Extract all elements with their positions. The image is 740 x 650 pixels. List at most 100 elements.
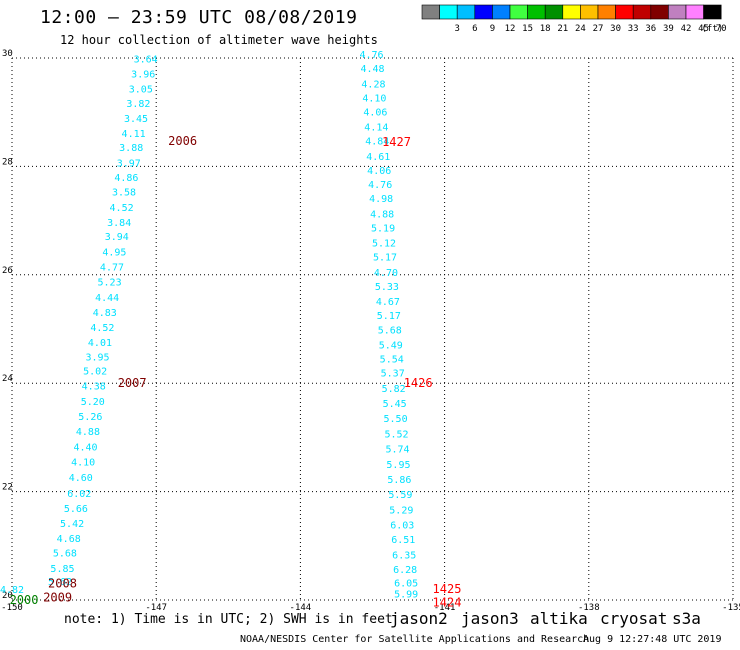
wave-height-point: 5.29 [389, 505, 413, 516]
x-tick-label: -147 [145, 603, 167, 613]
wave-height-point: 3.95 [86, 352, 110, 363]
wave-height-point: 6.51 [391, 535, 415, 546]
wave-height-point: 5.68 [378, 325, 402, 336]
satellite-s3a: s3a [672, 609, 701, 628]
legend-tick-label: 18 [540, 24, 551, 34]
wave-height-point: 4.11 [122, 129, 146, 140]
wave-height-point: 5.62 [48, 577, 72, 588]
wave-height-point: 5.99 [394, 589, 418, 600]
legend-tick-label: 15 [522, 24, 533, 34]
wave-height-point: 6.02 [67, 489, 91, 500]
wave-height-point: 6.28 [393, 565, 417, 576]
wave-height-point: 5.23 [98, 278, 122, 289]
wave-height-point: 4.84 [365, 137, 389, 148]
chart-title: 12:00 – 23:59 UTC 08/08/2019 [40, 7, 358, 28]
y-tick-label: 20 [2, 591, 13, 601]
wave-height-point: 6.35 [392, 550, 416, 561]
wave-height-point: 5.66 [64, 504, 88, 515]
pass-time-label: 2008 [48, 577, 77, 591]
generated-timestamp: Aug 9 12:27:48 UTC 2019 [583, 634, 722, 645]
track-east: 5.996.05 6.28 6.35 6.51 6.03 5.29 5.59 5.86 5.95… [359, 50, 418, 600]
wave-height-point: 5.59 [388, 490, 412, 501]
wave-height-point: 3.82 [126, 99, 150, 110]
x-tick-label: -135 [722, 603, 740, 613]
pass-time-label: 2000 [10, 593, 39, 607]
y-tick-label: 30 [2, 49, 13, 59]
legend-tick-label: 36 [645, 24, 656, 34]
wave-height-point: 3.05 [129, 85, 153, 96]
legend-tick-label: 30 [610, 24, 621, 34]
legend-tick-label: 12 [505, 24, 516, 34]
wave-height-point: 3.64 [134, 54, 158, 65]
wave-height-point: 4.06 [363, 107, 387, 118]
wave-height-point: 4.88 [370, 209, 394, 220]
wave-height-point: 4.40 [73, 442, 97, 453]
wave-height-point: 3.45 [124, 114, 148, 125]
wave-height-point: 5.37 [381, 369, 405, 380]
wave-height-point: 5.19 [371, 223, 395, 234]
legend-tick-label: 6 [472, 24, 477, 34]
pass-time-label: 1425 [433, 582, 462, 596]
pass-time-label: 2007 [118, 376, 147, 390]
legend-tick-label: 33 [628, 24, 639, 34]
wave-height-point: 4.61 [366, 152, 390, 163]
legend-swatch [703, 4, 722, 20]
y-tick-label: 24 [2, 374, 13, 384]
wave-height-point: 3.84 [107, 218, 131, 229]
satellite-cryosat: cryosat [600, 609, 668, 628]
wave-height-point: 4.10 [362, 93, 386, 104]
wave-height-point: 5.12 [372, 239, 396, 250]
pass-time-label: 1424 [433, 596, 462, 610]
legend-tick-label: 70 [716, 24, 727, 34]
wave-height-point: 4.98 [369, 194, 393, 205]
wave-height-point: 4.14 [364, 123, 388, 134]
wave-height-point: 4.44 [95, 293, 119, 304]
wave-height-point: 4.28 [361, 79, 385, 90]
satellite-altika: altika [530, 609, 588, 628]
wave-height-point: 5.54 [380, 355, 404, 366]
legend-unit: (ft) [702, 24, 724, 34]
track-west: 4.82 5.62 5.85 5.68 4.68 5.42 5.66 6.02 4.60 4.10… [0, 54, 158, 596]
x-tick-label: -138 [578, 603, 600, 613]
wave-height-point: 5.45 [383, 399, 407, 410]
source-credit: NOAA/NESDIS Center for Satellite Applica… [240, 634, 590, 645]
wave-height-point: 4.06 [367, 166, 391, 177]
wave-height-point: 5.82 [382, 384, 406, 395]
wave-height-point: 4.48 [360, 64, 384, 75]
wave-height-point: 5.26 [78, 412, 102, 423]
satellite-jason2: jason2 [390, 609, 448, 628]
wave-height-point: 5.02 [83, 367, 107, 378]
wave-height-point: 5.50 [384, 414, 408, 425]
wave-height-point: 4.83 [93, 308, 117, 319]
pass-time-label: 2006 [168, 134, 197, 148]
wave-height-point: 4.77 [100, 262, 124, 273]
wave-height-point: 5.49 [379, 341, 403, 352]
wave-height-point: 5.17 [377, 311, 401, 322]
chart-subtitle: 12 hour collection of altimeter wave hei… [60, 33, 378, 47]
wave-height-point: 5.52 [384, 429, 408, 440]
wave-height-point: 4.88 [76, 427, 100, 438]
wave-height-point: 4.60 [69, 473, 93, 484]
legend-tick-label: 27 [593, 24, 604, 34]
wave-height-point: 4.68 [57, 534, 81, 545]
wave-height-point: 6.03 [390, 520, 414, 531]
wave-height-point: 4.01 [88, 338, 112, 349]
wave-height-point: 5.17 [373, 253, 397, 264]
wave-height-point: 4.76 [368, 180, 392, 191]
wave-height-point: 5.33 [375, 282, 399, 293]
x-tick-label: -141 [434, 603, 456, 613]
x-tick-label: -144 [290, 603, 312, 613]
wave-height-point: 3.88 [119, 143, 143, 154]
pass-time-label: 1427 [382, 135, 411, 149]
legend-tick-label: 24 [575, 24, 586, 34]
wave-height-point: 5.95 [386, 460, 410, 471]
wave-height-point: 4.76 [359, 50, 383, 61]
legend-tick-label: 21 [557, 24, 568, 34]
legend-tick-label: 3 [454, 24, 459, 34]
y-tick-label: 28 [2, 157, 13, 167]
wave-height-point: 4.52 [110, 203, 134, 214]
wave-height-point: 5.42 [60, 519, 84, 530]
wave-height-point: 6.05 [394, 578, 418, 589]
wave-height-point: 3.94 [105, 232, 129, 243]
